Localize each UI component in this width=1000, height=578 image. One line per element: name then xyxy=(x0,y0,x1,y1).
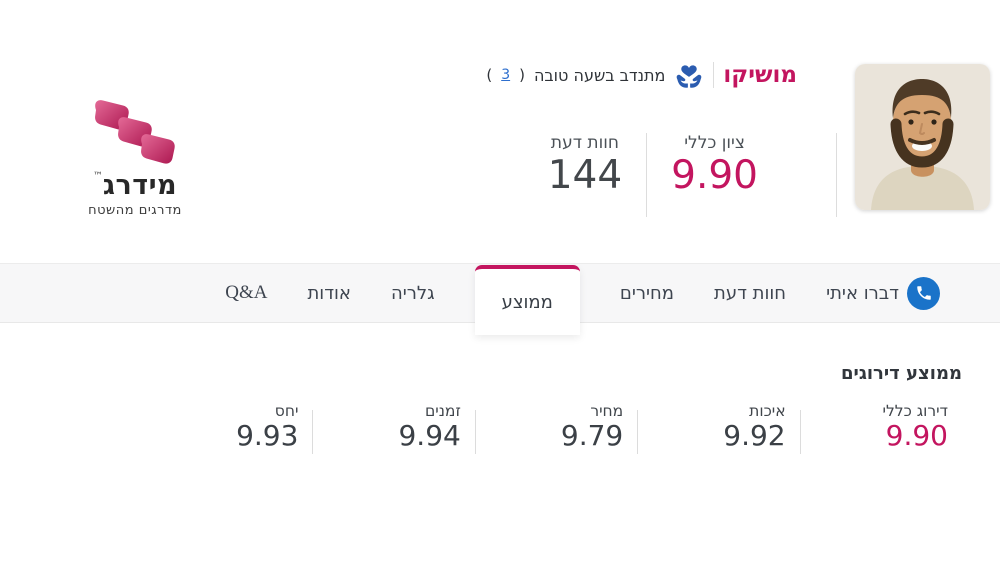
logo-tagline: מדרגים מהשטח xyxy=(88,203,182,218)
tab-reviews[interactable]: חוות דעת xyxy=(714,282,787,304)
rating-value: 9.79 xyxy=(560,419,624,452)
name-row: מושיקו מתנדב בשעה טובה ( 3 ) xyxy=(486,60,797,90)
logo-title-row: מידרג™ xyxy=(70,170,200,201)
ratings-row: דירוג כללי 9.90 איכות 9.92 מחיר 9.79 זמנ… xyxy=(150,402,962,454)
tab-qa[interactable]: Q&A xyxy=(225,282,268,303)
overall-score-block: ציון כללי 9.90 xyxy=(671,133,758,217)
professional-name: מושיקו xyxy=(723,61,797,88)
profile-photo[interactable] xyxy=(855,64,990,210)
phone-icon xyxy=(907,276,940,310)
overall-score-value: 9.90 xyxy=(671,153,758,198)
rating-item-price: מחיר 9.79 xyxy=(474,402,637,454)
reviews-count-value: 144 xyxy=(547,153,623,198)
rating-value: 9.94 xyxy=(398,419,461,452)
reviews-count-block: חוות דעת 144 xyxy=(548,133,622,217)
rating-label: איכות xyxy=(749,402,786,420)
rating-item-schedule: זמנים 9.94 xyxy=(312,402,474,454)
badge-paren-open: ( xyxy=(519,66,525,84)
rating-value: 9.90 xyxy=(885,419,948,452)
rating-label: דירוג כללי xyxy=(882,402,949,420)
volunteer-badge-text: מתנדב בשעה טובה xyxy=(533,65,666,85)
tab-about[interactable]: אודות xyxy=(307,282,351,304)
heart-hands-icon xyxy=(674,61,704,89)
section-title: ממוצע דירוגים xyxy=(840,363,962,384)
rating-label: מחיר xyxy=(590,402,624,420)
rating-label: יחס xyxy=(274,402,299,420)
vertical-divider xyxy=(836,133,837,217)
tab-contact-me-label: דברו איתי xyxy=(826,282,899,304)
logo-title: מידרג xyxy=(102,170,178,201)
rating-label: זמנים xyxy=(424,402,461,420)
rating-value: 9.92 xyxy=(723,419,786,452)
midrag-logo[interactable]: מידרג™ מדרגים מהשטח xyxy=(70,98,200,218)
reviews-count-label: חוות דעת xyxy=(550,133,619,153)
rating-item-attitude: יחס 9.93 xyxy=(150,402,312,452)
tab-average[interactable]: ממוצע xyxy=(474,265,580,335)
rating-value: 9.93 xyxy=(236,419,299,452)
tab-contact-me[interactable]: דברו איתי xyxy=(826,276,940,310)
score-summary: ציון כללי 9.90 חוות דעת 144 xyxy=(548,133,837,217)
portrait-image xyxy=(855,64,990,210)
overall-score-label: ציון כללי xyxy=(684,133,745,153)
vertical-divider xyxy=(713,62,715,88)
midrag-ribbons-icon xyxy=(95,100,175,164)
rating-item-overall: דירוג כללי 9.90 xyxy=(799,402,962,454)
rating-item-quality: איכות 9.92 xyxy=(637,402,799,454)
tab-gallery[interactable]: גלריה xyxy=(390,282,435,304)
volunteer-count-link[interactable]: 3 xyxy=(501,67,511,83)
tab-bar: דברו איתי חוות דעת מחירים ממוצע גלריה או… xyxy=(0,263,1000,335)
vertical-divider xyxy=(646,133,648,217)
logo-trademark: ™ xyxy=(92,171,103,182)
badge-paren-close: ) xyxy=(486,66,493,84)
tab-prices[interactable]: מחירים xyxy=(619,282,675,304)
